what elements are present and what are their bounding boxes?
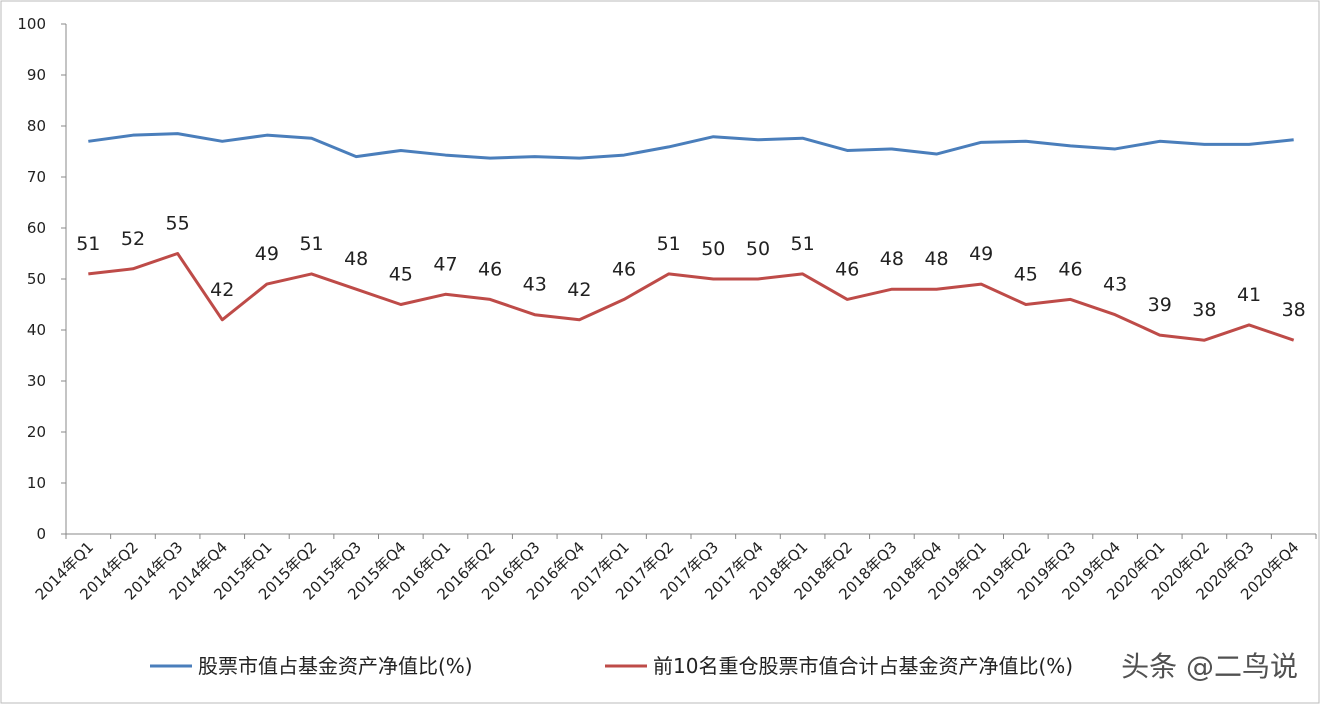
data-label: 39 — [1148, 294, 1172, 316]
data-label: 43 — [523, 274, 547, 296]
data-label: 46 — [478, 258, 502, 280]
data-label: 42 — [210, 279, 234, 301]
data-label: 50 — [701, 238, 725, 260]
data-label: 49 — [969, 243, 993, 265]
watermark: 头条 @二鸟说 — [1121, 650, 1298, 683]
y-tick-label: 0 — [36, 525, 46, 543]
data-label: 52 — [121, 228, 145, 250]
y-tick-label: 90 — [27, 66, 46, 84]
data-label: 51 — [76, 233, 100, 255]
data-label: 51 — [657, 233, 681, 255]
data-label: 48 — [344, 248, 368, 270]
y-tick-label: 70 — [27, 168, 46, 186]
data-label: 46 — [612, 258, 636, 280]
legend-label: 前10名重仓股票市值合计占基金资产净值比(%) — [653, 654, 1073, 678]
y-tick-label: 40 — [27, 321, 46, 339]
series-line — [88, 132, 1294, 160]
y-tick-label: 10 — [27, 474, 46, 492]
data-label: 45 — [1014, 264, 1038, 286]
data-label: 41 — [1237, 284, 1261, 306]
series-line — [88, 252, 1295, 342]
legend-label: 股票市值占基金资产净值比(%) — [198, 654, 473, 678]
data-label: 47 — [433, 253, 457, 275]
data-label: 48 — [924, 248, 948, 270]
data-label: 45 — [389, 264, 413, 286]
y-tick-label: 30 — [27, 372, 46, 390]
data-label: 42 — [567, 279, 591, 301]
data-label: 46 — [835, 258, 859, 280]
data-label: 51 — [299, 233, 323, 255]
data-label: 48 — [880, 248, 904, 270]
data-label: 51 — [791, 233, 815, 255]
data-label: 38 — [1192, 299, 1216, 321]
data-label: 38 — [1282, 299, 1306, 321]
y-tick-label: 80 — [27, 117, 46, 135]
data-label: 50 — [746, 238, 770, 260]
data-label: 49 — [255, 243, 279, 265]
y-tick-label: 50 — [27, 270, 46, 288]
y-tick-label: 60 — [27, 219, 46, 237]
y-tick-label: 100 — [17, 15, 46, 33]
data-label: 55 — [166, 213, 190, 235]
data-label: 46 — [1058, 258, 1082, 280]
data-label: 43 — [1103, 274, 1127, 296]
y-tick-label: 20 — [27, 423, 46, 441]
